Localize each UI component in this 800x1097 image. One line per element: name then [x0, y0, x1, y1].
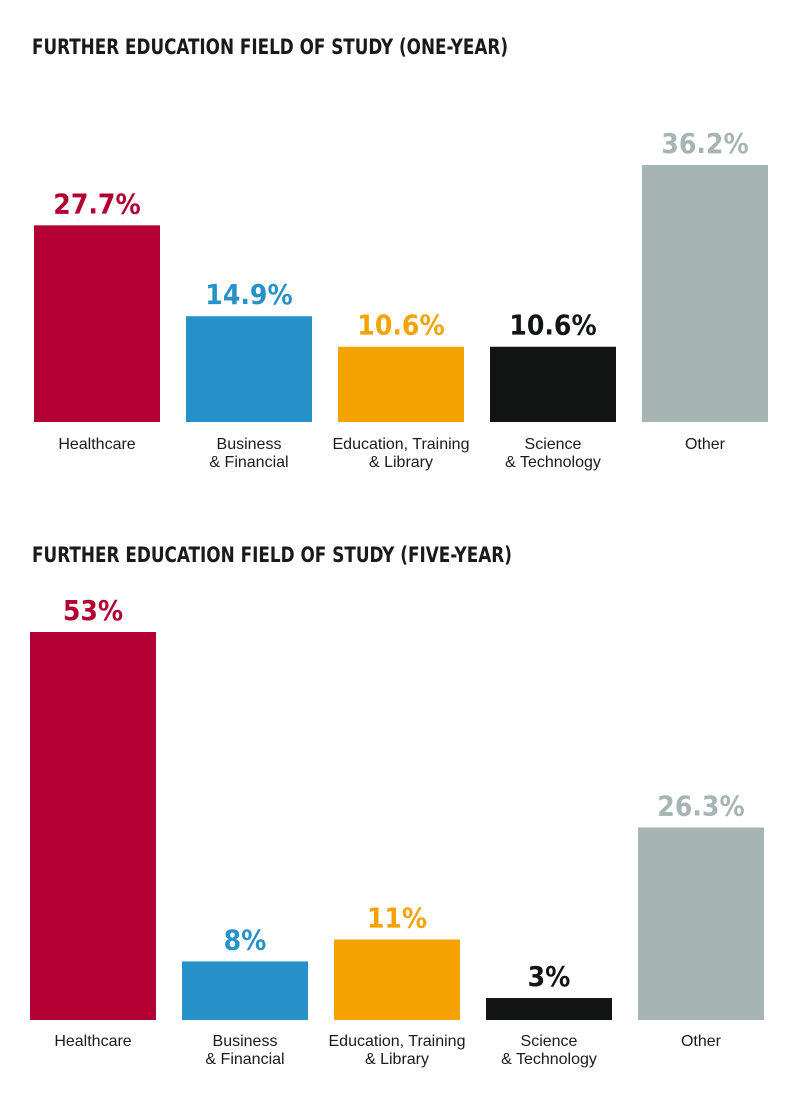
bar — [486, 998, 612, 1020]
bar — [30, 632, 156, 1020]
value-label: 14.9% — [205, 278, 292, 311]
bar — [638, 827, 764, 1020]
chart-title: FURTHER EDUCATION FIELD OF STUDY (FIVE-Y… — [32, 543, 512, 567]
category-label: Other — [685, 436, 726, 453]
bar — [338, 346, 464, 422]
value-label: 8% — [224, 923, 267, 956]
category-label: & Library — [365, 1051, 429, 1068]
category-label: Healthcare — [54, 1033, 131, 1050]
category-label: & Library — [369, 454, 433, 471]
category-label: Science — [521, 1033, 578, 1050]
bar — [182, 961, 308, 1020]
value-label: 26.3% — [657, 789, 744, 822]
value-label: 36.2% — [661, 127, 748, 160]
bar — [34, 225, 160, 422]
chart-title: FURTHER EDUCATION FIELD OF STUDY (ONE-YE… — [32, 35, 508, 59]
category-label: Healthcare — [58, 436, 135, 453]
value-label: 53% — [63, 594, 123, 627]
bar — [186, 316, 312, 422]
category-label: & Financial — [205, 1051, 284, 1068]
bar — [642, 165, 768, 422]
bar — [334, 939, 460, 1020]
value-label: 11% — [367, 901, 427, 934]
category-label: Other — [681, 1033, 722, 1050]
category-label: & Technology — [501, 1051, 597, 1068]
value-label: 3% — [528, 960, 571, 993]
category-label: & Technology — [505, 454, 601, 471]
bar — [490, 346, 616, 422]
category-label: Business — [217, 436, 282, 453]
value-label: 10.6% — [509, 309, 596, 342]
category-label: & Financial — [209, 454, 288, 471]
category-label: Business — [213, 1033, 278, 1050]
category-label: Education, Training — [333, 436, 470, 453]
category-label: Science — [525, 436, 582, 453]
value-label: 10.6% — [357, 309, 444, 342]
value-label: 27.7% — [53, 187, 140, 220]
category-label: Education, Training — [329, 1033, 466, 1050]
